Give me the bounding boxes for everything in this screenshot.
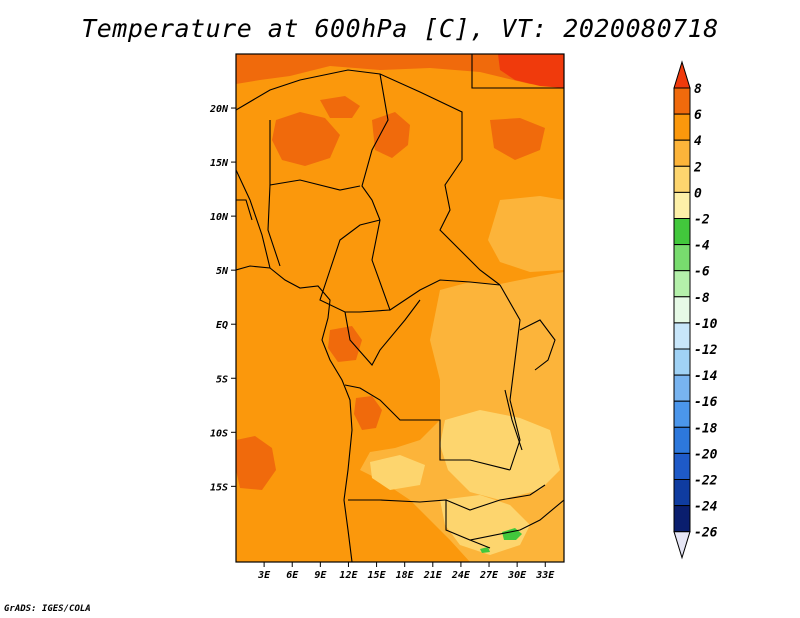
y-tick-label: 10N xyxy=(210,212,229,223)
colorbar-box xyxy=(673,218,691,246)
border-angola-south xyxy=(348,499,564,541)
colorbar-box xyxy=(673,165,691,193)
y-tick-label: 20N xyxy=(209,104,229,115)
y-tick-label: 10S xyxy=(210,428,228,439)
colorbar-label: -2 xyxy=(694,213,710,228)
border-libya-egypt xyxy=(471,54,564,89)
field-warm-sahel-mid xyxy=(372,112,410,158)
temperature-field xyxy=(236,54,564,562)
border-car xyxy=(371,219,501,311)
colorbar-box xyxy=(673,191,691,219)
border-nigeria xyxy=(267,184,381,271)
colorbar-box xyxy=(673,374,691,402)
colorbar-label: 2 xyxy=(693,160,702,175)
x-tick-label: 27E xyxy=(479,570,499,581)
x-tick-label: 30E xyxy=(507,570,527,581)
y-tick-label: 5N xyxy=(216,266,229,277)
colorbar-box xyxy=(673,270,691,298)
colorbar-box xyxy=(673,322,691,350)
x-tick-label: 21E xyxy=(423,570,443,581)
colorbar-top-triangle xyxy=(673,60,691,89)
colorbar-label: -10 xyxy=(694,317,718,332)
x-tick-label: 15E xyxy=(368,570,387,581)
colorbar-label: -24 xyxy=(694,500,718,515)
colorbar-box xyxy=(673,505,691,533)
field-warm-angola-west xyxy=(236,436,276,490)
colorbar-box xyxy=(673,479,691,507)
y-axis: 20N 15N 10N 5N EQ 5S 10S 15S xyxy=(209,104,236,493)
field-cool-region-ne xyxy=(488,196,564,272)
colorbar-bottom-triangle xyxy=(673,531,691,560)
colorbar-label: -12 xyxy=(694,343,718,358)
field-hot-northeast xyxy=(498,54,564,88)
map-title: Temperature at 600hPa [C], VT: 202008071… xyxy=(81,14,719,43)
colorbar-label: 4 xyxy=(694,134,702,149)
border-drc-south xyxy=(344,384,511,471)
colorbar-box xyxy=(673,87,691,115)
colorbar-label: -26 xyxy=(694,526,718,541)
x-tick-label: 18E xyxy=(396,570,415,581)
x-axis: 3E 6E 9E 12E 15E 18E 21E 24E 27E 30E 33E xyxy=(257,562,555,581)
border-drc-east xyxy=(499,284,521,471)
colorbar-label: 8 xyxy=(694,82,702,97)
border-congo xyxy=(344,299,421,366)
country-borders xyxy=(236,54,564,562)
x-tick-label: 9E xyxy=(314,570,327,581)
colorbar-label: 0 xyxy=(694,186,702,201)
grads-credit: GrADS: IGES/COLA xyxy=(4,604,91,614)
y-tick-label: 15S xyxy=(210,482,228,493)
colorbar-box xyxy=(673,426,691,454)
field-lighter-patch xyxy=(370,455,425,490)
colorbar: 8 6 4 2 0 -2 -4 -6 -8 -10 -12 -14 -16 -18 -20 -22 -24 -26 xyxy=(673,60,718,560)
coastline xyxy=(236,265,353,562)
y-tick-label: 15N xyxy=(210,158,229,169)
border-zambia xyxy=(445,484,546,549)
plot-frame xyxy=(235,53,565,563)
x-tick-label: 33E xyxy=(535,570,555,581)
y-tick-label: EQ xyxy=(216,320,228,331)
x-tick-label: 3E xyxy=(257,570,271,581)
field-warm-sahel-west xyxy=(272,112,340,166)
colorbar-box xyxy=(673,452,691,480)
border-niger-chad xyxy=(361,73,389,221)
field-warm-north xyxy=(236,54,564,86)
border-sahara-north xyxy=(236,69,463,160)
x-tick-label: 24E xyxy=(451,570,471,581)
colorbar-box xyxy=(673,244,691,272)
colorbar-label: -6 xyxy=(694,265,710,280)
colorbar-label: -8 xyxy=(694,291,710,306)
colorbar-box xyxy=(673,400,691,428)
colorbar-box xyxy=(673,113,691,141)
x-tick-label: 12E xyxy=(339,570,358,581)
colorbar-label: -4 xyxy=(694,239,710,254)
colorbar-label: -18 xyxy=(694,421,718,436)
colorbar-box xyxy=(673,348,691,376)
border-chad-sudan xyxy=(439,159,501,286)
colorbar-label: -14 xyxy=(694,369,718,384)
colorbar-label: -20 xyxy=(694,447,718,462)
colorbar-label: 6 xyxy=(694,108,702,123)
x-tick-label: 6E xyxy=(286,570,299,581)
border-west-africa xyxy=(236,169,271,269)
colorbar-box xyxy=(673,296,691,324)
border-east-lakes xyxy=(504,319,556,451)
field-warm-angola-coast xyxy=(354,396,382,430)
border-mali-niger xyxy=(269,120,361,191)
y-tick-label: 5S xyxy=(216,374,228,385)
field-lighter-zambezi xyxy=(440,410,560,500)
colorbar-box xyxy=(673,139,691,167)
field-warm-gabon xyxy=(328,326,362,362)
colorbar-label: -16 xyxy=(694,395,718,410)
colorbar-label: -22 xyxy=(694,474,718,489)
field-warm-niger xyxy=(320,96,360,118)
field-cold-speck xyxy=(480,547,490,553)
field-warm-east xyxy=(490,118,545,160)
